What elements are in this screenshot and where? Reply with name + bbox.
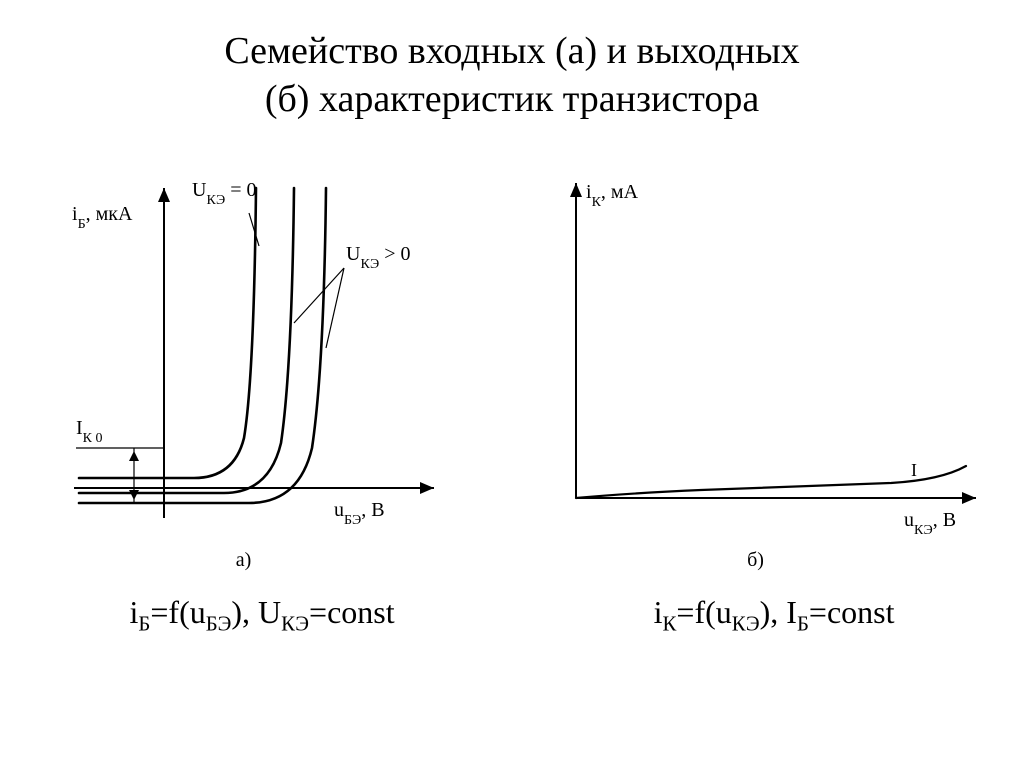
svg-text:iБ, мкА: iБ, мкА bbox=[72, 203, 133, 232]
svg-text:I: I bbox=[911, 460, 917, 480]
chart-a-equation: iБ=f(uБЭ), UКЭ=const bbox=[130, 594, 395, 636]
equations-row: iБ=f(uБЭ), UКЭ=const iК=f(uКЭ), IБ=const bbox=[0, 594, 1024, 636]
page-title: Семейство входных (а) и выходных (б) хар… bbox=[0, 0, 1024, 123]
svg-text:iК, мА: iК, мА bbox=[586, 181, 639, 210]
svg-text:UКЭ = 0: UКЭ = 0 bbox=[192, 179, 257, 208]
svg-text:UКЭ > 0: UКЭ > 0 bbox=[346, 243, 411, 272]
chart-a-box: iБ, мкА uБЭ, В UКЭ = 0 UКЭ > 0 IК 0 а) bbox=[34, 148, 454, 572]
svg-text:IК 0: IК 0 bbox=[76, 417, 103, 446]
chart-a-sublabel: а) bbox=[34, 549, 454, 572]
chart-b-svg: iК, мА uКЭ, В I bbox=[521, 148, 991, 538]
title-line-2: (б) характеристик транзистора bbox=[265, 78, 759, 120]
chart-b-sublabel: б) bbox=[521, 549, 991, 572]
charts-row: iБ, мкА uБЭ, В UКЭ = 0 UКЭ > 0 IК 0 а) iК, м… bbox=[0, 148, 1024, 572]
chart-b-equation: iК=f(uКЭ), IБ=const bbox=[654, 594, 895, 636]
title-line-1: Семейство входных (а) и выходных bbox=[224, 30, 799, 72]
svg-text:uКЭ, В: uКЭ, В bbox=[904, 509, 956, 538]
chart-b-box: iК, мА uКЭ, В I б) bbox=[521, 148, 991, 572]
chart-a-svg: iБ, мкА uБЭ, В UКЭ = 0 UКЭ > 0 IК 0 bbox=[34, 148, 454, 538]
svg-text:uБЭ, В: uБЭ, В bbox=[334, 499, 385, 528]
